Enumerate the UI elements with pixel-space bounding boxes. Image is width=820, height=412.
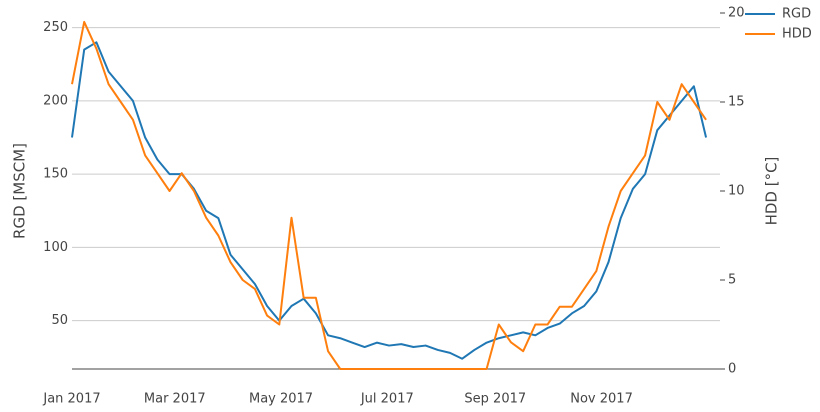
y-tick-label: 150 — [43, 167, 68, 182]
legend-label: HDD — [782, 27, 812, 42]
x-tick-label: May 2017 — [249, 392, 313, 407]
series-line — [71, 20, 707, 370]
y2-axis-title: HDD [°C] — [763, 157, 781, 226]
y-tick-label: 200 — [43, 93, 68, 108]
y-tick-label: 250 — [43, 20, 68, 35]
x-tick-label: Nov 2017 — [570, 392, 633, 407]
y2-tick-label: 15 — [728, 95, 745, 110]
y2-tick-label: 0 — [728, 362, 736, 377]
y2-tick-label: 5 — [728, 273, 736, 288]
y2-tick-label: 10 — [728, 184, 745, 199]
x-tick-label: Jan 2017 — [42, 392, 100, 407]
series-line — [71, 41, 708, 360]
legend-label: RGD — [782, 7, 811, 22]
y-tick-label: 50 — [51, 313, 68, 328]
y2-tick-label: 20 — [728, 6, 745, 21]
y-tick-label: 100 — [43, 240, 68, 255]
y-axis-title: RGD [MSCM] — [11, 143, 29, 239]
x-tick-label: Mar 2017 — [144, 392, 206, 407]
x-tick-label: Jul 2017 — [360, 392, 414, 407]
x-tick-label: Sep 2017 — [464, 392, 526, 407]
